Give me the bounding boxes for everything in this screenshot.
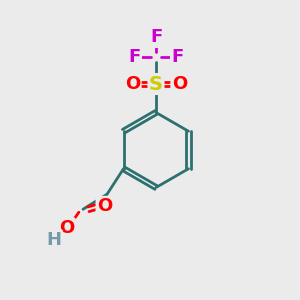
Text: O: O bbox=[125, 75, 140, 93]
Text: O: O bbox=[172, 75, 187, 93]
Text: O: O bbox=[59, 219, 74, 237]
Text: F: F bbox=[172, 48, 184, 66]
Text: S: S bbox=[149, 74, 163, 94]
Text: F: F bbox=[128, 48, 140, 66]
Text: H: H bbox=[46, 231, 62, 249]
Text: O: O bbox=[97, 197, 112, 215]
Text: F: F bbox=[150, 28, 162, 46]
